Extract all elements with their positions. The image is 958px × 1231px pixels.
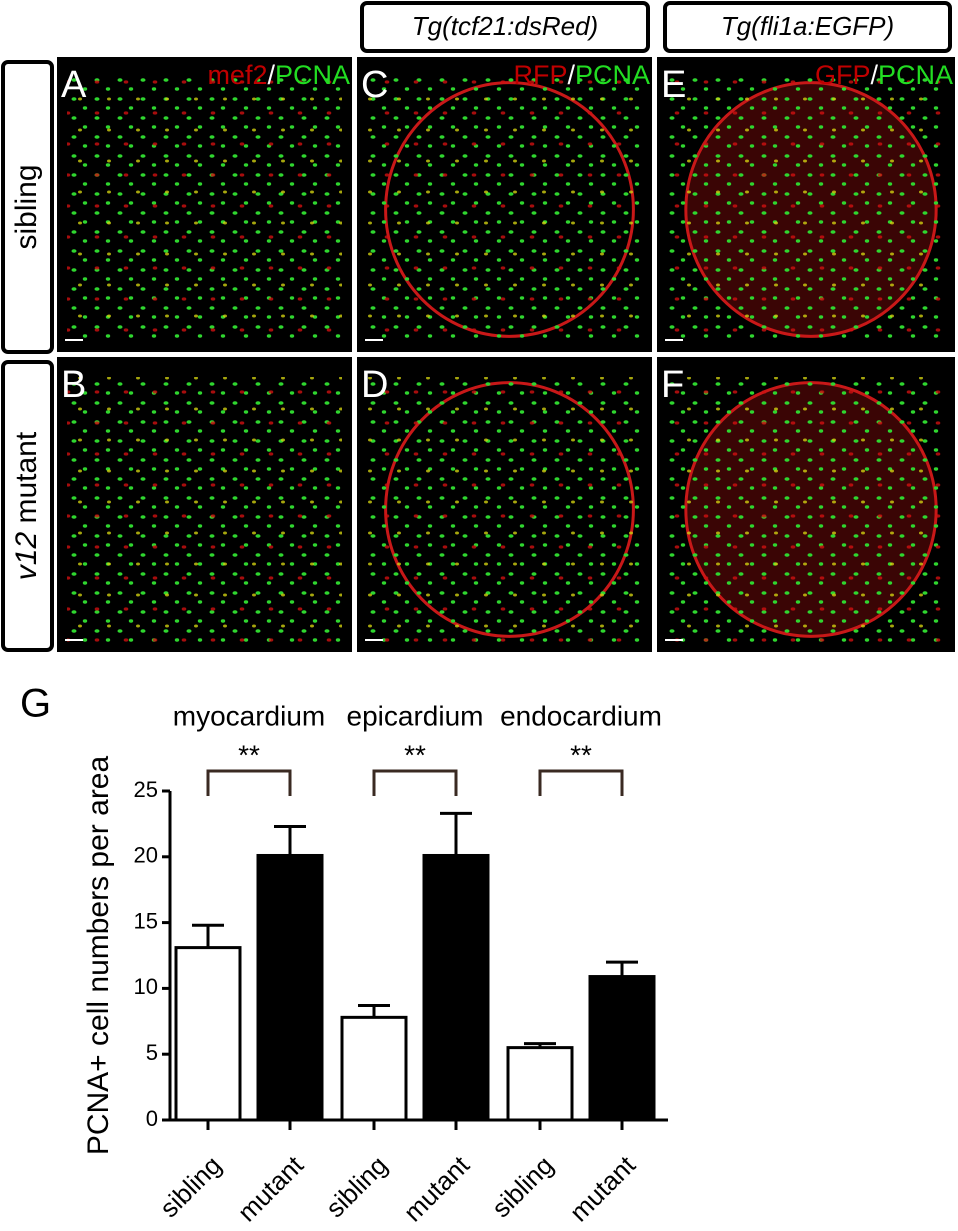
group-label: endocardium (500, 700, 662, 731)
y-tick-label: 10 (134, 974, 158, 999)
cell-nuclei (367, 377, 642, 642)
panel-label: E (661, 64, 686, 106)
row-label: sibling (10, 164, 43, 249)
group-label: epicardium (347, 700, 484, 731)
column-header: Tg(fli1a:EGFP) (721, 11, 894, 41)
panel-label: C (361, 64, 388, 106)
stain-part: / (567, 60, 575, 90)
row-label: v12 mutant (10, 431, 43, 580)
stain-part: mef2 (207, 60, 267, 90)
x-tick-label: sibling (486, 1150, 559, 1223)
stain-part: PCNA (275, 60, 350, 90)
y-tick-label: 5 (146, 1040, 158, 1065)
bar (422, 853, 490, 1122)
cell-nuclei (667, 77, 945, 342)
significance-label: ** (570, 739, 592, 770)
y-tick-label: 0 (146, 1106, 158, 1131)
y-axis-label: PCNA+ cell numbers per area (82, 756, 115, 1156)
stain-part: GFP (815, 60, 871, 90)
header-box (360, 1, 650, 53)
x-tick-label: mutant (564, 1149, 642, 1227)
cell-nuclei (367, 77, 642, 342)
row-box (1, 360, 54, 652)
significance-label: ** (404, 739, 426, 770)
significance-label: ** (238, 739, 260, 770)
bar (588, 975, 656, 1122)
x-tick-label: sibling (320, 1150, 393, 1223)
significance-bracket (372, 769, 458, 796)
row-label-part: sibling (10, 164, 43, 249)
bar (174, 946, 242, 1122)
stain-part: / (870, 60, 878, 90)
row-label-part: mutant (10, 431, 43, 532)
panel-label: B (61, 364, 86, 406)
y-tick-label: 20 (134, 843, 158, 868)
stain-part: RFP (513, 60, 567, 90)
bar (340, 1015, 408, 1122)
stain-label: mef2/PCNA (207, 60, 350, 90)
column-header: Tg(tcf21:dsRed) (412, 11, 598, 41)
stain-label: RFP/PCNA (513, 60, 650, 90)
x-tick-label: mutant (232, 1149, 310, 1227)
cell-nuclei (667, 377, 945, 642)
bar (506, 1046, 574, 1122)
panel-label: D (361, 364, 388, 406)
row-label-part: v12 (10, 532, 43, 581)
row-box (1, 60, 54, 354)
stain-part: PCNA (878, 60, 953, 90)
stain-part: PCNA (575, 60, 650, 90)
x-tick-label: mutant (398, 1149, 476, 1227)
header-box (663, 1, 952, 53)
panel-label: A (61, 64, 87, 106)
significance-bracket (538, 769, 624, 796)
x-tick-label: sibling (154, 1150, 227, 1223)
cell-nuclei (67, 377, 342, 642)
stain-part: / (267, 60, 275, 90)
y-tick-label: 25 (134, 777, 158, 802)
cell-nuclei (67, 77, 342, 342)
stain-label: GFP/PCNA (815, 60, 953, 90)
significance-bracket (206, 769, 292, 796)
bar (256, 853, 324, 1122)
panel-label: F (661, 364, 684, 406)
group-label: myocardium (173, 700, 325, 731)
y-tick-label: 15 (134, 908, 158, 933)
panel-label: G (20, 682, 51, 726)
